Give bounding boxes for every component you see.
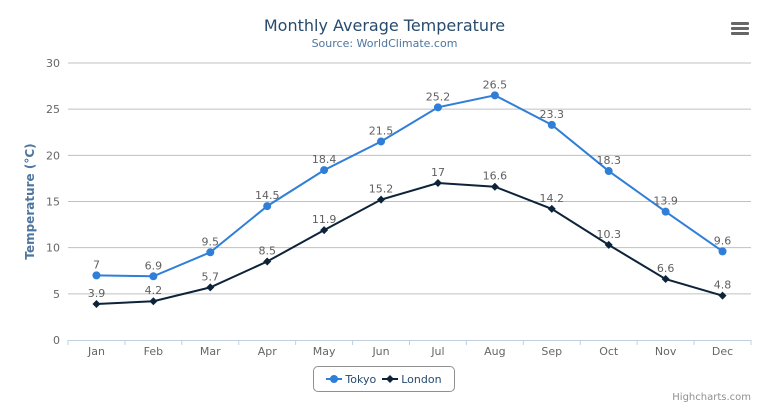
y-tick-label: 30 — [46, 57, 60, 70]
legend-item-tokyo[interactable]: Tokyo — [326, 373, 376, 386]
x-tick-label: Nov — [655, 345, 677, 358]
point-tokyo — [377, 137, 386, 146]
point-london — [661, 275, 670, 284]
data-label-london: 17 — [431, 166, 445, 179]
data-label-london: 6.6 — [657, 262, 675, 275]
x-tick-label: Jun — [371, 345, 389, 358]
series-line-tokyo — [96, 94, 724, 278]
y-tick-label: 10 — [46, 242, 60, 255]
point-tokyo — [433, 103, 442, 112]
data-label-tokyo: 6.9 — [145, 259, 163, 272]
data-label-london: 5.7 — [202, 270, 220, 283]
point-london — [490, 182, 499, 191]
data-label-tokyo: 26.5 — [483, 78, 508, 91]
point-tokyo — [718, 247, 727, 256]
data-label-london: 11.9 — [312, 213, 337, 226]
data-label-tokyo: 18.4 — [312, 153, 337, 166]
x-tick-label: Jan — [87, 345, 105, 358]
data-label-tokyo: 7 — [93, 258, 100, 271]
point-london — [718, 291, 727, 300]
x-tick-label: Apr — [258, 345, 278, 358]
point-tokyo — [206, 248, 215, 257]
credits-link[interactable]: Highcharts.com — [672, 392, 751, 403]
data-label-london: 3.9 — [88, 287, 106, 300]
data-label-london: 15.2 — [369, 183, 394, 196]
x-tick-label: May — [313, 345, 336, 358]
y-tick-label: 25 — [46, 103, 60, 116]
data-label-london: 14.2 — [540, 192, 565, 205]
x-tick-label: Aug — [484, 345, 505, 358]
y-tick-label: 5 — [53, 288, 60, 301]
x-tick-label: Oct — [599, 345, 619, 358]
point-london — [92, 299, 101, 308]
point-london — [547, 204, 556, 213]
legend-item-london[interactable]: London — [382, 372, 442, 386]
data-label-london: 4.2 — [145, 284, 163, 297]
data-label-tokyo: 23.3 — [540, 108, 565, 121]
legend-label: London — [401, 372, 442, 386]
point-tokyo — [263, 202, 272, 211]
point-london — [149, 297, 158, 306]
y-axis-title: Temperature (°C) — [23, 143, 37, 259]
x-tick-label: Dec — [712, 345, 733, 358]
point-tokyo — [490, 91, 499, 100]
legend: Tokyo London — [313, 366, 455, 392]
data-label-tokyo: 25.2 — [426, 90, 451, 103]
legend-label: Tokyo — [345, 372, 377, 386]
data-label-tokyo: 21.5 — [369, 124, 394, 137]
series-line-london — [96, 182, 723, 305]
point-tokyo — [604, 167, 613, 176]
data-label-tokyo: 9.6 — [714, 234, 732, 247]
hamburger-menu-icon[interactable] — [731, 22, 749, 36]
point-tokyo — [92, 271, 101, 280]
data-label-tokyo: 14.5 — [255, 189, 280, 202]
point-tokyo — [320, 166, 329, 175]
point-tokyo — [661, 207, 670, 216]
x-tick-label: Sep — [541, 345, 562, 358]
x-tick-label: Mar — [200, 345, 221, 358]
data-label-tokyo: 9.5 — [202, 235, 220, 248]
y-tick-label: 15 — [46, 196, 60, 209]
data-label-london: 8.5 — [258, 245, 276, 258]
chart-subtitle: Source: WorldClimate.com — [311, 37, 458, 50]
point-london — [206, 283, 215, 292]
circle-marker-icon — [326, 375, 343, 383]
y-tick-label: 20 — [46, 149, 60, 162]
point-london — [320, 226, 329, 235]
data-label-tokyo: 13.9 — [653, 195, 678, 208]
data-label-london: 4.8 — [714, 279, 732, 292]
data-label-london: 16.6 — [483, 170, 508, 183]
point-london — [433, 179, 442, 188]
point-london — [604, 240, 613, 249]
point-tokyo — [149, 272, 158, 281]
x-tick-label: Feb — [144, 345, 163, 358]
data-label-tokyo: 18.3 — [596, 154, 621, 167]
diamond-marker-icon — [382, 375, 399, 383]
x-tick-label: Jul — [430, 345, 444, 358]
data-label-london: 10.3 — [596, 228, 621, 241]
point-london — [263, 257, 272, 266]
point-london — [377, 195, 386, 204]
y-tick-label: 0 — [53, 334, 60, 347]
point-tokyo — [547, 120, 556, 129]
chart-title: Monthly Average Temperature — [263, 16, 506, 35]
